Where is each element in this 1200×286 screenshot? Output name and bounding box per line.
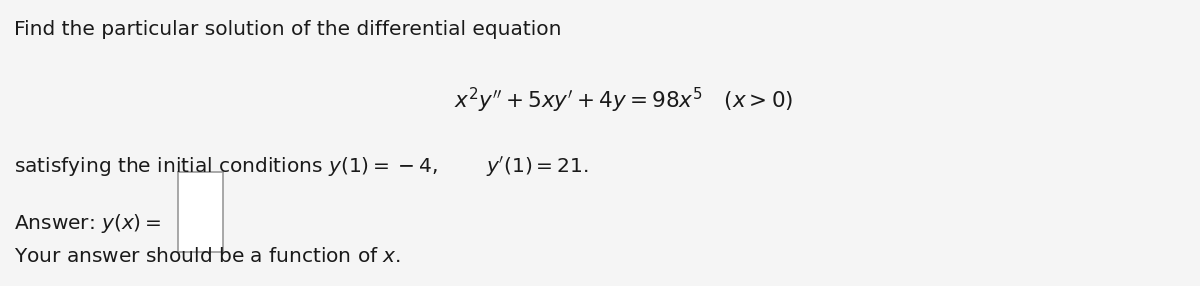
Text: satisfying the initial conditions $y(1) = -4,$       $y'(1) = 21.$: satisfying the initial conditions $y(1) … <box>14 154 589 178</box>
Text: $x^2y'' + 5xy' + 4y = 98x^5 \quad (x > 0)$: $x^2y'' + 5xy' + 4y = 98x^5 \quad (x > 0… <box>455 86 793 115</box>
Text: Your answer should be a function of $x$.: Your answer should be a function of $x$. <box>14 247 402 266</box>
Text: Find the particular solution of the differential equation: Find the particular solution of the diff… <box>14 20 562 39</box>
Text: Answer: $y(x) =$: Answer: $y(x) =$ <box>14 212 162 235</box>
